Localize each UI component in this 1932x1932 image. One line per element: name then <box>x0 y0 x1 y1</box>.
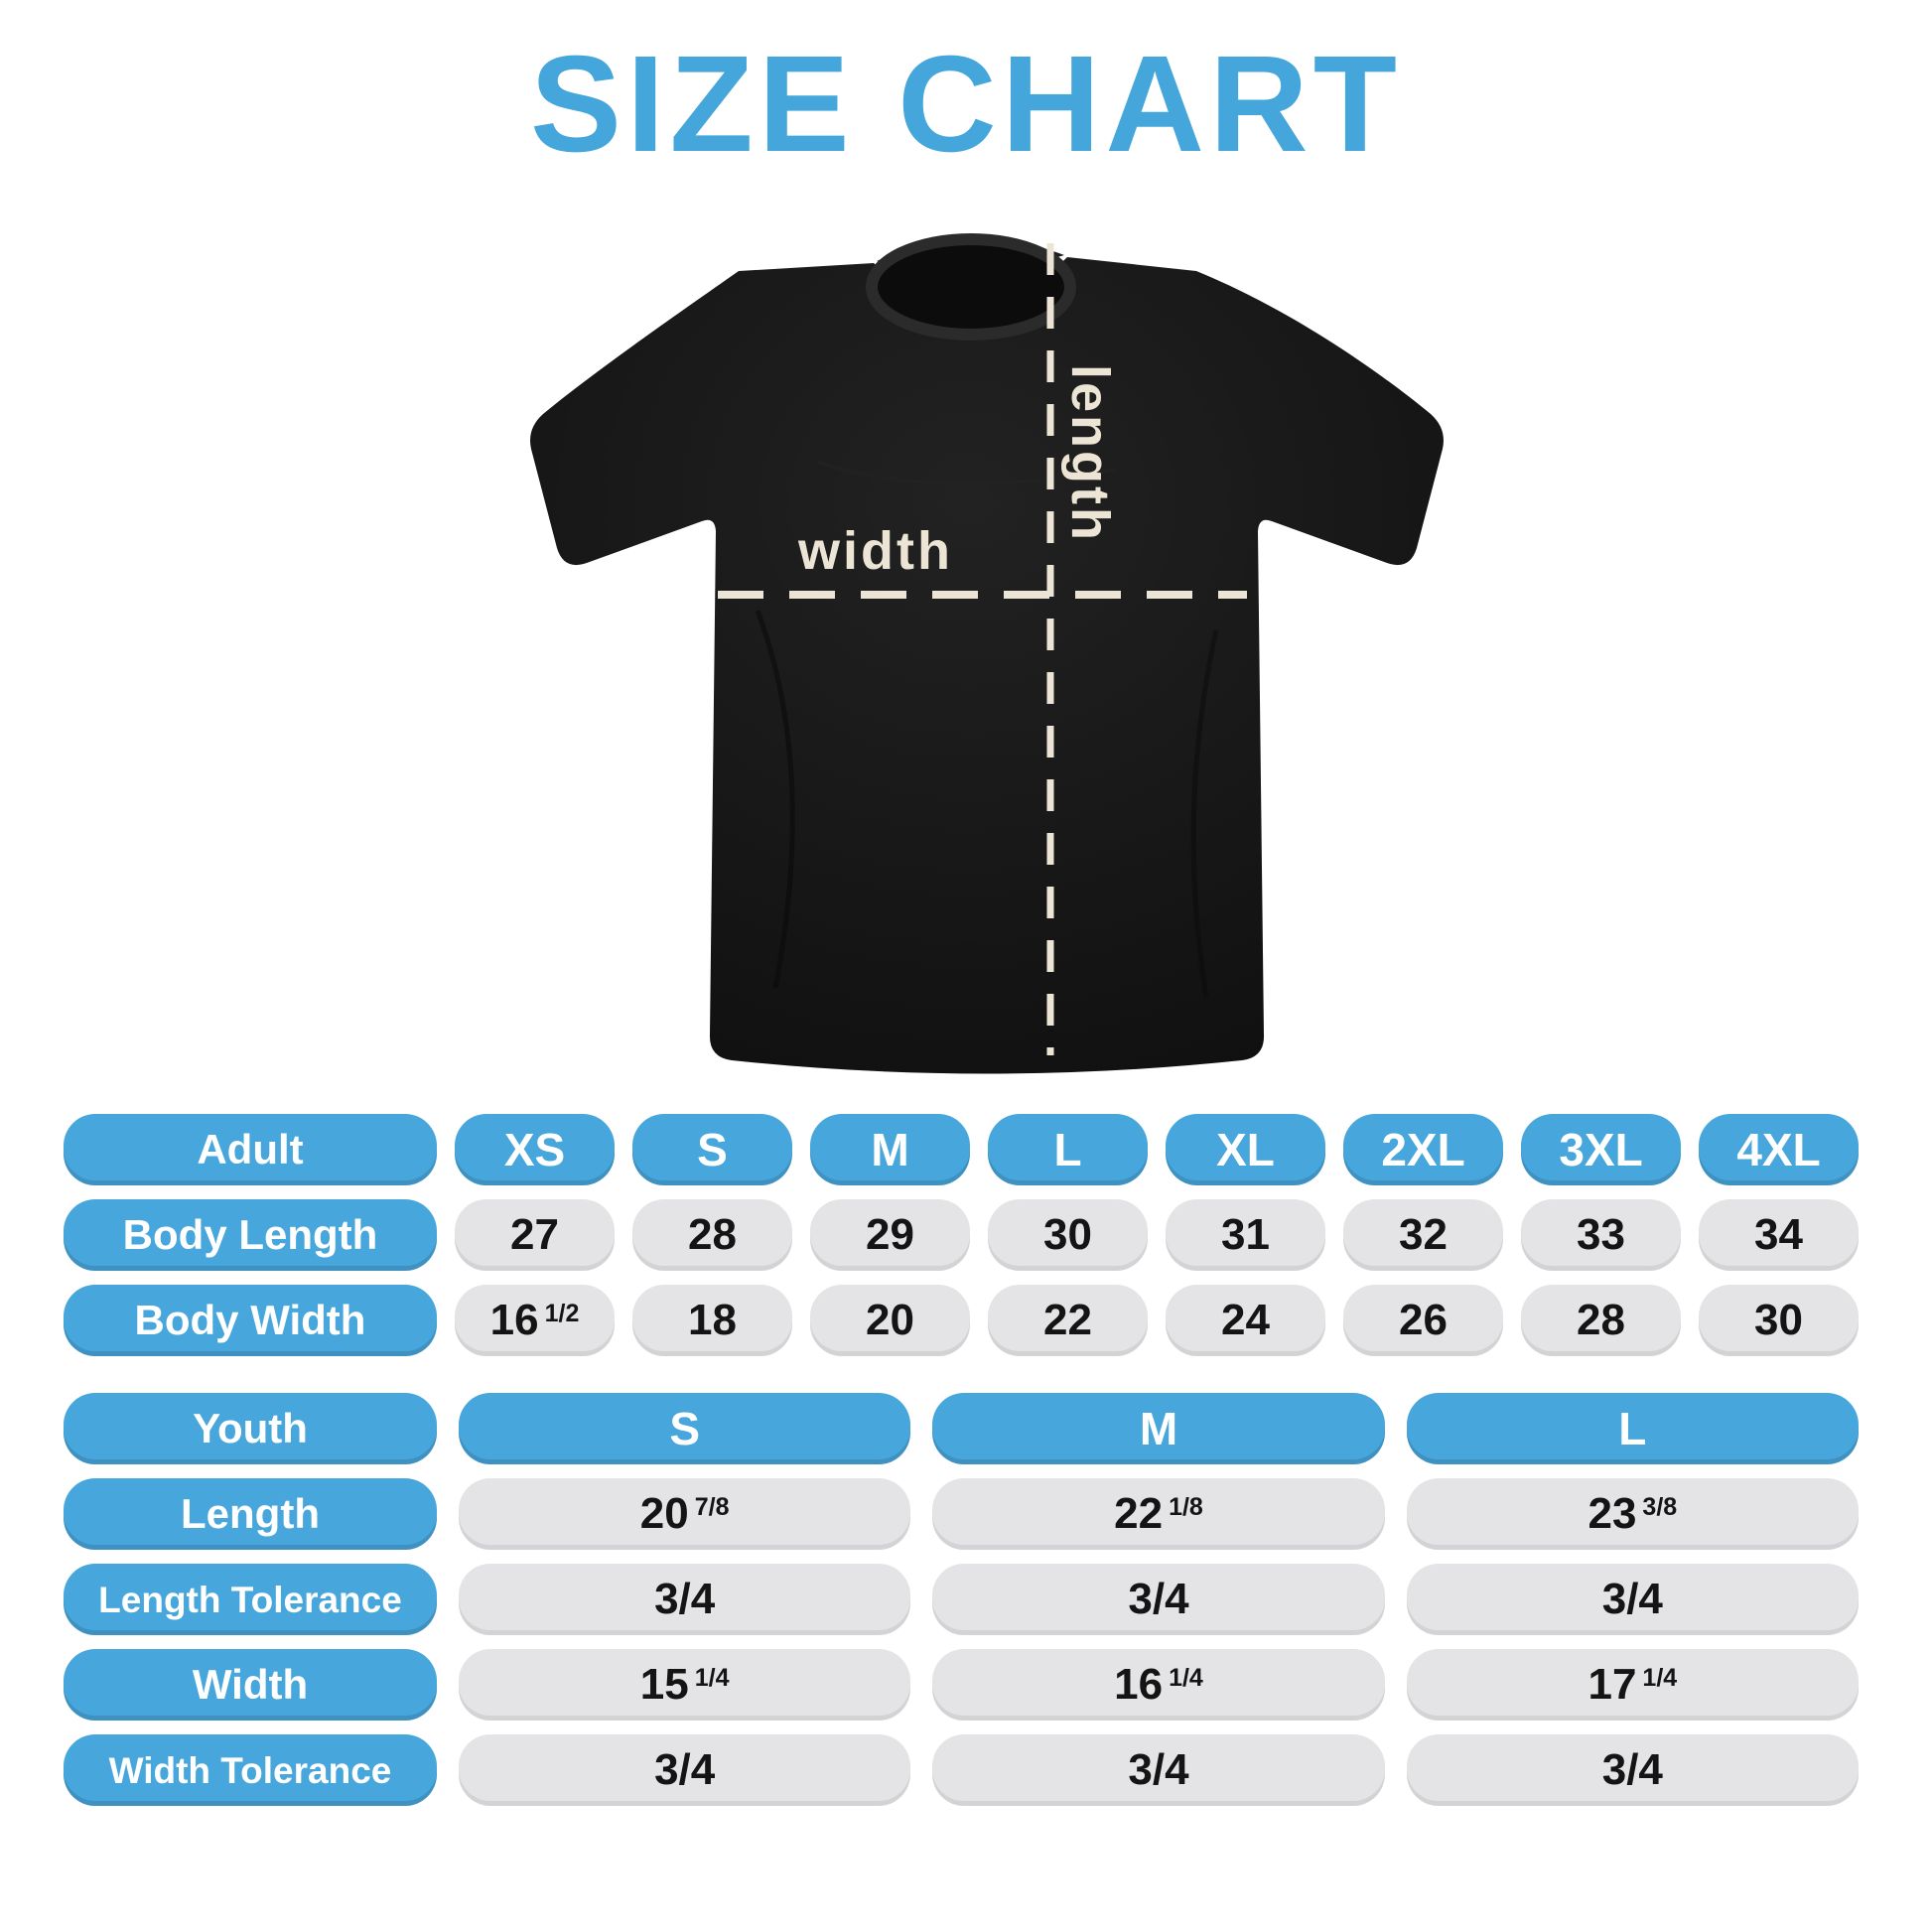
adult-cell-body-width: 24 <box>1166 1285 1325 1356</box>
cell-value: 27 <box>510 1210 559 1259</box>
youth-row-label-width-tolerance: Width Tolerance <box>64 1734 437 1806</box>
cell-value-fraction: 1/4 <box>1169 1663 1203 1692</box>
cell-value: 29 <box>866 1210 914 1259</box>
adult-size-header-m: M <box>810 1114 970 1185</box>
adult-size-header-l: L <box>988 1114 1148 1185</box>
youth-size-header-s: S <box>459 1393 911 1464</box>
adult-cell-body-length: 28 <box>632 1199 792 1271</box>
youth-cell-length-tolerance: 3/4 <box>459 1564 911 1635</box>
youth-size-header-l: L <box>1406 1393 1859 1464</box>
adult-cell-body-width: 26 <box>1343 1285 1503 1356</box>
adult-size-header-s: S <box>632 1114 792 1185</box>
youth-cell-width: 15 1/4 <box>459 1649 911 1721</box>
cell-value: 22 <box>1114 1489 1164 1538</box>
adult-cell-body-width: 18 <box>632 1285 792 1356</box>
tshirt-wrinkle-left <box>755 610 795 989</box>
cell-value: 3/4 <box>654 1575 716 1623</box>
youth-cell-length: 22 1/8 <box>932 1478 1385 1550</box>
cell-value: 30 <box>1043 1210 1092 1259</box>
tshirt-wrinkle-chest <box>816 460 1116 486</box>
youth-header-label: Youth <box>64 1393 437 1464</box>
youth-size-table: Youth S M L Length 20 7/8 22 1/8 23 3/8 Length Tole… <box>64 1393 1859 1806</box>
cell-value: 3/4 <box>654 1745 716 1794</box>
cell-value-fraction: 1/4 <box>694 1663 730 1692</box>
cell-value-fraction: 3/8 <box>1642 1492 1678 1521</box>
cell-value: 16 <box>489 1296 539 1344</box>
width-measure-label: width <box>797 521 953 581</box>
cell-value: 24 <box>1221 1296 1270 1344</box>
adult-row-label-body-width: Body Width <box>64 1285 437 1356</box>
youth-cell-length-tolerance: 3/4 <box>932 1564 1385 1635</box>
cell-value: 28 <box>1577 1296 1625 1344</box>
cell-value: 33 <box>1577 1210 1625 1259</box>
adult-cell-body-length: 27 <box>455 1199 615 1271</box>
cell-value: 18 <box>688 1296 737 1344</box>
cell-value: 32 <box>1399 1210 1448 1259</box>
youth-cell-width-tolerance: 3/4 <box>1406 1734 1859 1806</box>
adult-cell-body-length: 32 <box>1343 1199 1503 1271</box>
tshirt-collar-ring <box>866 233 1076 341</box>
adult-size-header-4xl: 4XL <box>1699 1114 1859 1185</box>
youth-size-header-m: M <box>932 1393 1385 1464</box>
adult-cell-body-width: 28 <box>1521 1285 1681 1356</box>
cell-value-fraction: 7/8 <box>694 1492 730 1521</box>
cell-value: 3/4 <box>1601 1575 1663 1623</box>
cell-value: 20 <box>639 1489 689 1538</box>
adult-row-label-body-length: Body Length <box>64 1199 437 1271</box>
cell-value: 23 <box>1587 1489 1637 1538</box>
youth-row-label-length: Length <box>64 1478 437 1550</box>
adult-size-header-xl: XL <box>1166 1114 1325 1185</box>
adult-header-label: Adult <box>64 1114 437 1185</box>
cell-value: 3/4 <box>1128 1745 1189 1794</box>
cell-value: 34 <box>1754 1210 1803 1259</box>
adult-cell-body-width: 16 1/2 <box>455 1285 615 1356</box>
youth-cell-width: 17 1/4 <box>1406 1649 1859 1721</box>
adult-cell-body-width: 20 <box>810 1285 970 1356</box>
cell-value: 3/4 <box>1128 1575 1189 1623</box>
youth-cell-width-tolerance: 3/4 <box>459 1734 911 1806</box>
youth-cell-width-tolerance: 3/4 <box>932 1734 1385 1806</box>
cell-value: 3/4 <box>1601 1745 1663 1794</box>
cell-value: 16 <box>1114 1660 1164 1709</box>
youth-cell-length-tolerance: 3/4 <box>1406 1564 1859 1635</box>
youth-cell-length: 23 3/8 <box>1406 1478 1859 1550</box>
youth-row-label-length-tolerance: Length Tolerance <box>64 1564 437 1635</box>
cell-value: 31 <box>1221 1210 1270 1259</box>
cell-value-fraction: 1/8 <box>1169 1492 1203 1521</box>
adult-cell-body-length: 33 <box>1521 1199 1681 1271</box>
tshirt-body <box>530 257 1444 1074</box>
adult-cell-body-length: 31 <box>1166 1199 1325 1271</box>
cell-value: 28 <box>688 1210 737 1259</box>
youth-cell-length: 20 7/8 <box>459 1478 911 1550</box>
youth-row-label-width: Width <box>64 1649 437 1721</box>
adult-size-header-xs: XS <box>455 1114 615 1185</box>
cell-value: 30 <box>1754 1296 1803 1344</box>
adult-cell-body-length: 34 <box>1699 1199 1859 1271</box>
cell-value: 17 <box>1587 1660 1637 1709</box>
cell-value: 22 <box>1043 1296 1092 1344</box>
adult-size-header-3xl: 3XL <box>1521 1114 1681 1185</box>
youth-cell-width: 16 1/4 <box>932 1649 1385 1721</box>
adult-size-header-2xl: 2XL <box>1343 1114 1503 1185</box>
cell-value: 26 <box>1399 1296 1448 1344</box>
adult-cell-body-width: 22 <box>988 1285 1148 1356</box>
tshirt-measurement-diagram: width length <box>530 233 1444 1074</box>
length-measure-label: length <box>1060 364 1120 543</box>
cell-value: 15 <box>639 1660 689 1709</box>
adult-cell-body-width: 30 <box>1699 1285 1859 1356</box>
cell-value-fraction: 1/4 <box>1642 1663 1678 1692</box>
adult-size-table: Adult XS S M L XL 2XL 3XL 4XL Body Length 27 28 29 30… <box>64 1114 1859 1356</box>
adult-cell-body-length: 30 <box>988 1199 1148 1271</box>
page-title: SIZE CHART <box>530 28 1402 181</box>
cell-value: 20 <box>866 1296 914 1344</box>
adult-cell-body-length: 29 <box>810 1199 970 1271</box>
cell-value-fraction: 1/2 <box>544 1299 580 1327</box>
tshirt-wrinkle-right <box>1190 629 1219 999</box>
